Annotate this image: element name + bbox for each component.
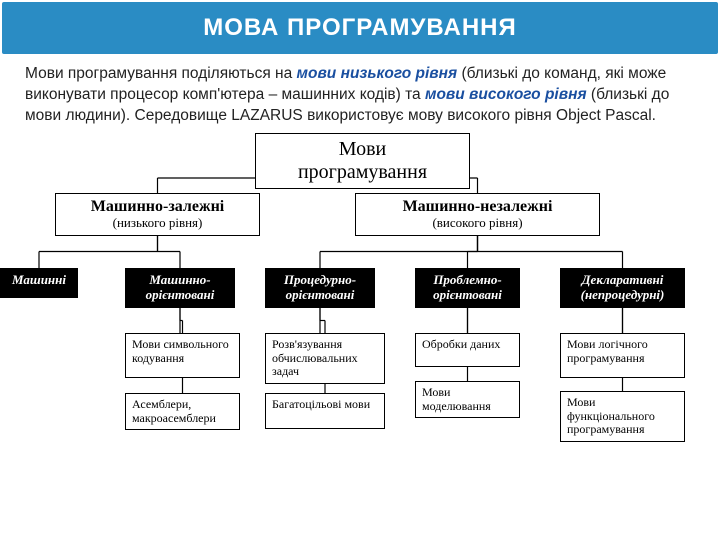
node-catL: Машинно-залежні(низького рівня)	[55, 193, 260, 236]
classification-tree: Мови програмуванняМашинно-залежні(низько…	[0, 133, 720, 493]
intro-text-1: Мови програмування поділяються на	[25, 65, 297, 82]
node-r2b: Мови моделювання	[415, 381, 520, 419]
node-r1a: Розв'язування обчислювальних задач	[265, 333, 385, 384]
node-r3: Декларативні (непроцедурні)	[560, 268, 685, 308]
node-r1b: Багатоцільові мови	[265, 393, 385, 429]
node-l1: Машинні	[0, 268, 78, 298]
intro-paragraph: Мови програмування поділяються на мови н…	[0, 64, 720, 133]
node-r2: Проблемно-орієнтовані	[415, 268, 520, 308]
page-title: МОВА ПРОГРАМУВАННЯ	[2, 2, 718, 54]
node-l2: Машинно-орієнтовані	[125, 268, 235, 308]
node-r1: Процедурно-орієнтовані	[265, 268, 375, 308]
intro-em-2: мови високого рівня	[425, 86, 587, 103]
node-catR: Машинно-незалежні(високого рівня)	[355, 193, 600, 236]
node-r3b: Мови функціонального програмування	[560, 391, 685, 442]
node-r3a: Мови логічного програмування	[560, 333, 685, 378]
node-l2b: Асемблери, макроасемблери	[125, 393, 240, 431]
node-l2a: Мови символьного кодування	[125, 333, 240, 378]
intro-em-1: мови низького рівня	[297, 65, 458, 82]
node-root: Мови програмування	[255, 133, 470, 189]
node-r2a: Обробки даних	[415, 333, 520, 367]
